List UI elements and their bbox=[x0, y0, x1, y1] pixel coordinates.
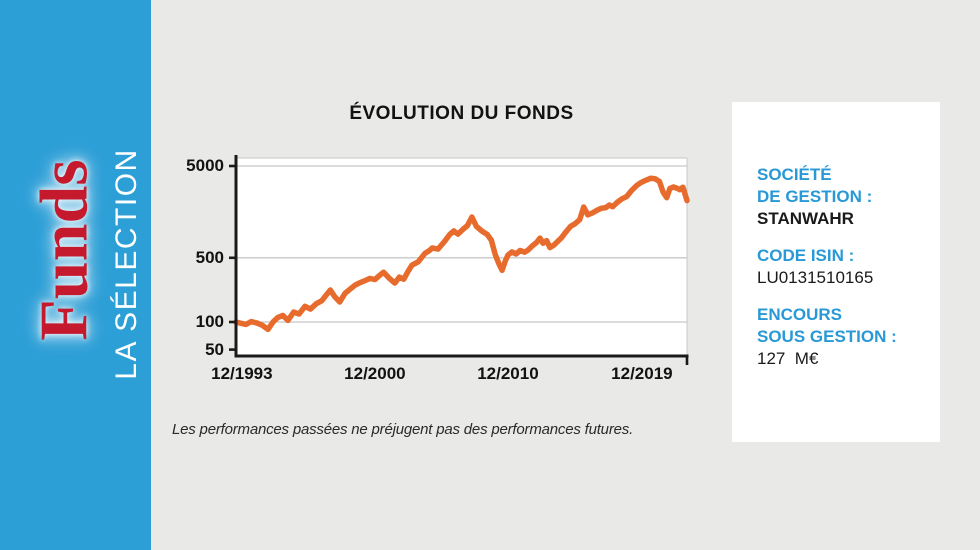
info-group: CODE ISIN : LU0131510165 bbox=[757, 245, 926, 289]
fund-info-card: SOCIÉTÉ DE GESTION : STANWAHR CODE ISIN : LU… bbox=[732, 102, 940, 442]
x-axis-label: 12/2010 bbox=[477, 364, 539, 383]
info-group: ENCOURS SOUS GESTION : 127 M€ bbox=[757, 304, 926, 370]
info-label: SOCIÉTÉ bbox=[757, 165, 832, 184]
info-label: DE GESTION : bbox=[757, 187, 873, 206]
x-axis-label: 12/2000 bbox=[344, 364, 406, 383]
info-group: SOCIÉTÉ DE GESTION : STANWAHR bbox=[757, 164, 926, 230]
gridlines bbox=[236, 165, 687, 323]
axes bbox=[229, 155, 689, 365]
y-axis-label: 500 bbox=[195, 247, 224, 267]
fund-series bbox=[233, 175, 690, 333]
magazine-brand-band: Funds LA SÉLECTION bbox=[0, 0, 151, 550]
info-value: 127 M€ bbox=[757, 349, 819, 368]
chart-title: ÉVOLUTION DU FONDS bbox=[349, 103, 574, 124]
x-axis-label: 12/2019 bbox=[611, 364, 673, 383]
info-label: SOUS GESTION : bbox=[757, 327, 897, 346]
y-axis-label: 5000 bbox=[186, 156, 224, 175]
x-axis-label: 12/1993 bbox=[211, 364, 273, 383]
performance-disclaimer: Les performances passées ne préjugent pa… bbox=[172, 421, 634, 438]
y-axis-label: 100 bbox=[195, 311, 224, 331]
fund-line bbox=[233, 175, 690, 333]
info-card-content: SOCIÉTÉ DE GESTION : STANWAHR CODE ISIN : LU… bbox=[757, 164, 926, 370]
info-value: STANWAHR bbox=[757, 209, 854, 228]
plot-background bbox=[236, 158, 687, 356]
info-label: CODE ISIN : bbox=[757, 246, 855, 265]
info-label: ENCOURS bbox=[757, 305, 843, 324]
info-value: LU0131510165 bbox=[757, 268, 874, 287]
magazine-logo-text: Funds bbox=[25, 159, 102, 341]
section-banner-text: LA SÉLECTION bbox=[110, 148, 143, 380]
fund-line-chart bbox=[229, 155, 690, 365]
y-axis-label: 50 bbox=[205, 339, 224, 359]
